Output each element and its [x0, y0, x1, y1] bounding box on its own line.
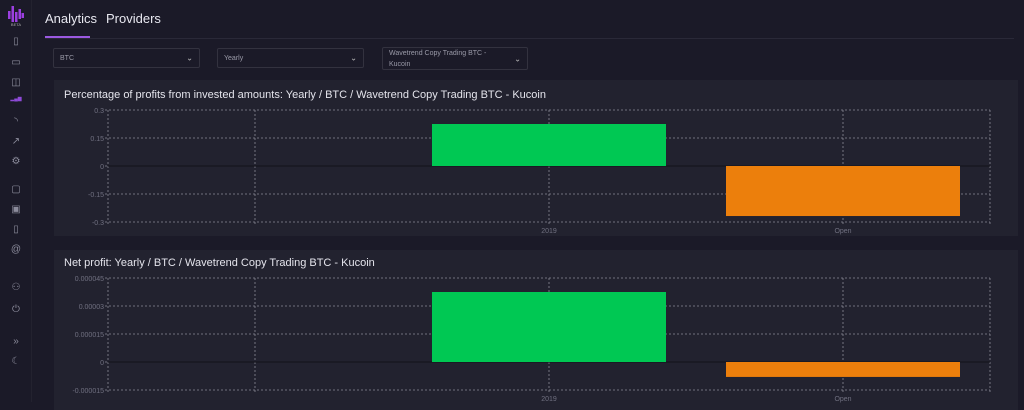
- bar-open: [726, 166, 960, 217]
- y-tick-label: 0.000015: [75, 332, 104, 339]
- y-tick-label: 0: [100, 360, 104, 367]
- chevron-down-icon: ⌄: [514, 54, 521, 63]
- tab-providers[interactable]: Providers: [106, 11, 161, 26]
- users-icon[interactable]: ⚇: [11, 282, 21, 293]
- beta-label: BETA: [10, 22, 22, 27]
- chat-icon[interactable]: ▢: [11, 184, 21, 195]
- y-tick-label: 0: [100, 164, 104, 171]
- chevron-down-icon: ⌄: [186, 53, 193, 63]
- rss-icon[interactable]: ◝: [14, 116, 18, 127]
- net-profit-chart: 0.000045 0.00003 0.000015 0 -0.000015 2019 Ope…: [72, 276, 991, 403]
- net-profit-panel: Net profit: Yearly / BTC / Wavetrend Cop…: [54, 250, 1018, 410]
- x-tick-label: 2019: [541, 228, 557, 235]
- x-tick-label: Open: [834, 228, 851, 235]
- y-tick-label: 0.000045: [75, 276, 104, 283]
- y-tick-label: -0.15: [88, 192, 104, 199]
- profit-percentage-panel: Percentage of profits from invested amou…: [54, 80, 1018, 236]
- gear-icon[interactable]: ⚙: [11, 156, 21, 167]
- bar-2019: [432, 124, 666, 166]
- coin-value: BTC: [60, 54, 74, 62]
- bar-open: [726, 362, 960, 377]
- x-tick-label: Open: [834, 396, 851, 403]
- trending-icon[interactable]: ↗: [11, 136, 21, 147]
- period-select[interactable]: Yearly ⌄: [217, 48, 364, 68]
- active-tab-indicator: [45, 36, 90, 38]
- power-icon[interactable]: ⏻: [12, 304, 20, 315]
- tab-analytics[interactable]: Analytics: [45, 11, 98, 26]
- chart-title: Percentage of profits from invested amou…: [64, 89, 546, 101]
- y-tick-label: 0.15: [90, 136, 104, 143]
- profit-percentage-chart: 0.3 0.15 0 -0.15 -0.3 2019 Open: [88, 108, 991, 235]
- at-icon[interactable]: @: [10, 244, 22, 255]
- book-icon[interactable]: ▯: [13, 224, 19, 235]
- bar-2019: [432, 292, 666, 362]
- y-tick-label: -0.000015: [72, 388, 104, 395]
- y-tick-label: -0.3: [92, 220, 104, 227]
- book-open-icon[interactable]: ◫: [11, 77, 21, 88]
- analytics-icon[interactable]: ▂▄▆: [10, 96, 22, 102]
- chart-title: Net profit: Yearly / BTC / Wavetrend Cop…: [64, 257, 375, 269]
- y-tick-label: 0.00003: [79, 304, 104, 311]
- calendar-icon[interactable]: ▣: [11, 204, 21, 215]
- y-tick-label: 0.3: [94, 108, 104, 115]
- chevron-down-icon: ⌄: [350, 53, 357, 63]
- divider: [45, 38, 1014, 39]
- sidebar: BETA ▯ ▭ ◫ ▂▄▆ ◝ ↗ ⚙ ▢ ▣ ▯ @ ⚇ ⏻ » ☾: [0, 0, 32, 402]
- provider-select[interactable]: Wavetrend Copy Trading BTC - Kucoin ⌄: [382, 47, 528, 70]
- provider-value: Wavetrend Copy Trading BTC - Kucoin: [389, 49, 487, 68]
- logo-icon[interactable]: [8, 6, 24, 24]
- clipboard-icon[interactable]: ▯: [13, 36, 19, 47]
- expand-icon[interactable]: »: [13, 336, 19, 347]
- period-value: Yearly: [224, 54, 244, 62]
- monitor-icon[interactable]: ▭: [11, 57, 21, 68]
- coin-select[interactable]: BTC ⌄: [53, 48, 200, 68]
- x-tick-label: 2019: [541, 396, 557, 403]
- moon-icon[interactable]: ☾: [11, 356, 21, 367]
